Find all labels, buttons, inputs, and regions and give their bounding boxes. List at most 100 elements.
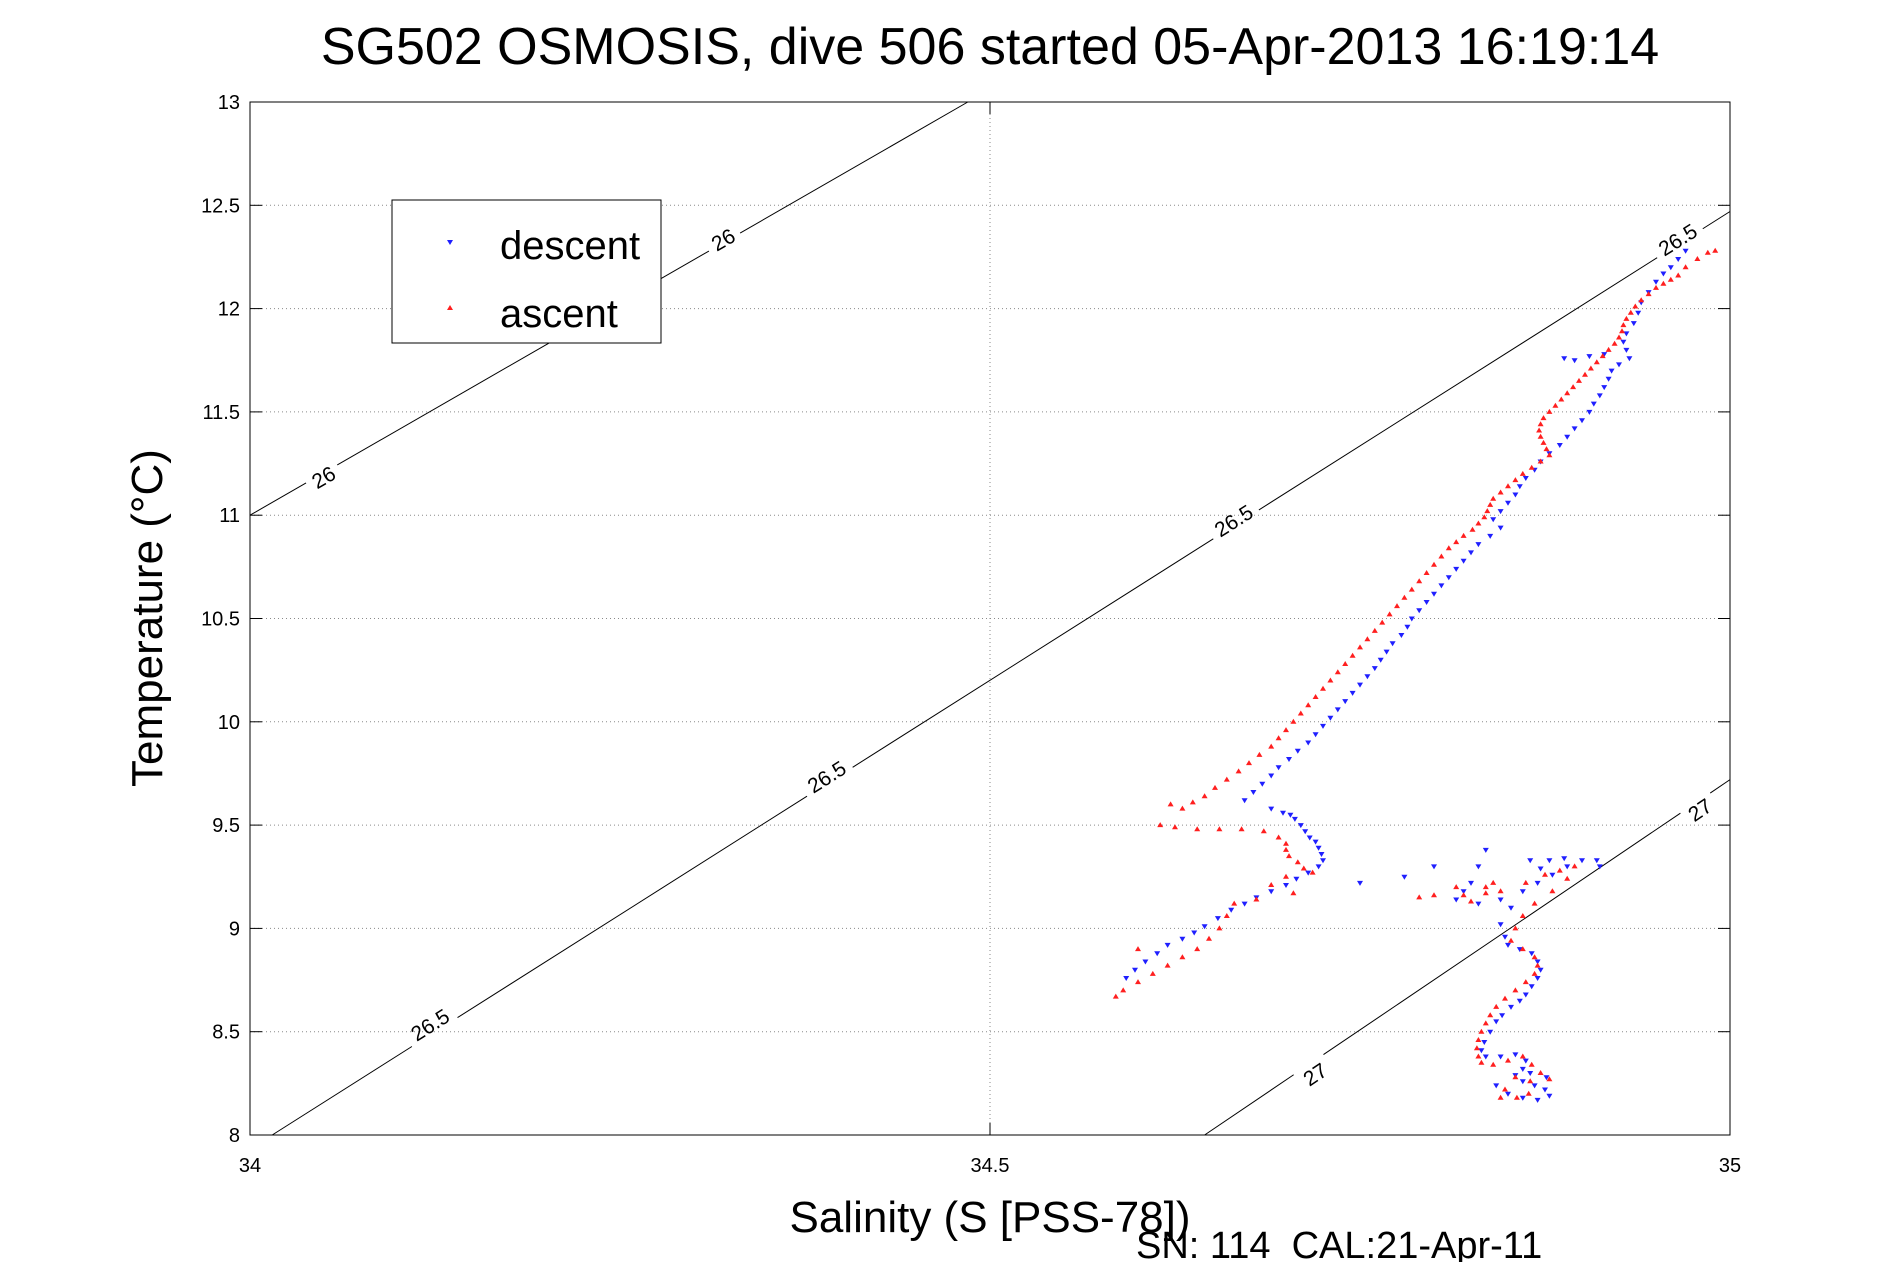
descent-point-34 bbox=[1505, 500, 1511, 506]
descent-point-78 bbox=[1312, 839, 1319, 845]
descent-point-124 bbox=[1516, 947, 1523, 953]
descent-point-79 bbox=[1315, 845, 1322, 851]
ascent-point-102 bbox=[1216, 925, 1223, 931]
ascent-point-33 bbox=[1543, 446, 1550, 452]
descent-point-122 bbox=[1502, 934, 1508, 940]
ascent-point-156 bbox=[1513, 1094, 1520, 1100]
legend-label-ascent: ascent bbox=[500, 292, 618, 336]
descent-point-40 bbox=[1468, 550, 1474, 556]
y-tick-label-10: 13 bbox=[218, 92, 240, 114]
descent-point-95 bbox=[1154, 951, 1161, 957]
ascent-point-134 bbox=[1531, 970, 1538, 976]
ascent-point-151 bbox=[1546, 1076, 1553, 1082]
ascent-point-37 bbox=[1519, 470, 1526, 476]
descent-point-89 bbox=[1228, 907, 1235, 913]
ascent-point-108 bbox=[1135, 979, 1141, 985]
y-tick-label-1: 8.5 bbox=[212, 1022, 240, 1044]
ascent-point-110 bbox=[1112, 993, 1119, 999]
descent-point-144 bbox=[1519, 1079, 1526, 1085]
ascent-point-82 bbox=[1167, 801, 1174, 807]
descent-point-21 bbox=[1596, 393, 1603, 399]
descent-point-111 bbox=[1549, 872, 1556, 878]
descent-point-135 bbox=[1487, 1029, 1494, 1035]
y-tick-label-4: 10 bbox=[218, 712, 240, 734]
descent-point-86 bbox=[1268, 889, 1275, 895]
ascent-point-2 bbox=[1694, 256, 1701, 261]
descent-point-67 bbox=[1268, 773, 1275, 779]
descent-point-101 bbox=[1431, 864, 1437, 870]
descent-point-96 bbox=[1142, 959, 1149, 965]
ascent-point-87 bbox=[1238, 826, 1245, 832]
descent-point-33 bbox=[1512, 492, 1519, 498]
descent-point-39 bbox=[1475, 542, 1482, 548]
ascent-point-83 bbox=[1157, 822, 1164, 828]
ascent-point-90 bbox=[1283, 840, 1289, 846]
descent-point-42 bbox=[1453, 566, 1460, 572]
descent-point-146 bbox=[1542, 1087, 1548, 1093]
ascent-point-35 bbox=[1537, 458, 1544, 464]
descent-point-62 bbox=[1312, 732, 1319, 738]
ascent-point-86 bbox=[1216, 826, 1223, 832]
descent-point-77 bbox=[1306, 835, 1313, 841]
y-tick-label-3: 9.5 bbox=[212, 815, 240, 837]
ascent-point-14 bbox=[1619, 328, 1625, 334]
ascent-point-137 bbox=[1502, 995, 1508, 1001]
descent-point-83 bbox=[1305, 870, 1312, 876]
ascent-point-143 bbox=[1473, 1045, 1480, 1051]
ascent-point-138 bbox=[1493, 1003, 1500, 1009]
ascent-point-25 bbox=[1558, 396, 1565, 402]
descent-point-117 bbox=[1546, 858, 1553, 864]
ascent-point-53 bbox=[1416, 578, 1423, 584]
ascent-point-3 bbox=[1682, 264, 1689, 270]
ascent-point-91 bbox=[1283, 846, 1289, 852]
ascent-point-8 bbox=[1645, 291, 1652, 297]
ascent-point-24 bbox=[1564, 390, 1571, 396]
ascent-point-155 bbox=[1497, 1094, 1504, 1100]
footer-note: SN: 114 CAL:21-Apr-11 bbox=[1136, 1225, 1542, 1262]
y-tick-label-9: 12.5 bbox=[201, 195, 240, 217]
contour-26.5-segment-0 bbox=[271, 1046, 413, 1136]
ascent-point-81 bbox=[1179, 805, 1186, 811]
legend-marker-descent bbox=[447, 240, 453, 245]
ascent-point-73 bbox=[1268, 743, 1275, 749]
descent-point-19 bbox=[1605, 376, 1612, 382]
descent-point-8 bbox=[1630, 321, 1637, 327]
x-tick-label-0: 34 bbox=[239, 1155, 261, 1177]
ascent-point-75 bbox=[1246, 760, 1252, 766]
ascent-point-100 bbox=[1231, 900, 1238, 906]
ascent-point-141 bbox=[1478, 1028, 1485, 1034]
legend: descent ascent bbox=[391, 199, 662, 344]
ascent-point-31 bbox=[1537, 433, 1544, 439]
descent-point-115 bbox=[1596, 864, 1603, 870]
descent-point-132 bbox=[1508, 1004, 1514, 1010]
ascent-point-97 bbox=[1268, 882, 1275, 887]
descent-point-100 bbox=[1401, 874, 1408, 880]
ascent-point-139 bbox=[1487, 1012, 1494, 1018]
ascent-point-15 bbox=[1616, 334, 1622, 340]
ascent-point-18 bbox=[1599, 353, 1606, 359]
descent-point-64 bbox=[1294, 748, 1301, 754]
descent-point-55 bbox=[1364, 674, 1371, 680]
descent-point-139 bbox=[1497, 1054, 1504, 1060]
descent-point-85 bbox=[1283, 883, 1289, 888]
ascent-point-99 bbox=[1253, 896, 1260, 902]
descent-point-82 bbox=[1315, 864, 1322, 870]
ascent-point-48 bbox=[1453, 539, 1460, 545]
descent-point-109 bbox=[1519, 889, 1526, 895]
ascent-point-60 bbox=[1364, 636, 1371, 642]
ascent-point-113 bbox=[1431, 892, 1437, 898]
descent-point-35 bbox=[1497, 509, 1504, 515]
ascent-point-72 bbox=[1275, 735, 1282, 741]
ascent-point-29 bbox=[1537, 421, 1544, 427]
descent-point-58 bbox=[1342, 699, 1349, 705]
contour-27-segment-0 bbox=[1204, 1074, 1294, 1136]
ascent-point-118 bbox=[1468, 898, 1474, 904]
descent-point-74 bbox=[1291, 816, 1298, 822]
ascent-point-132 bbox=[1531, 954, 1538, 960]
ascent-point-51 bbox=[1431, 561, 1437, 567]
descent-point-134 bbox=[1493, 1019, 1500, 1025]
ascent-point-45 bbox=[1475, 520, 1482, 526]
ascent-point-131 bbox=[1519, 946, 1526, 952]
